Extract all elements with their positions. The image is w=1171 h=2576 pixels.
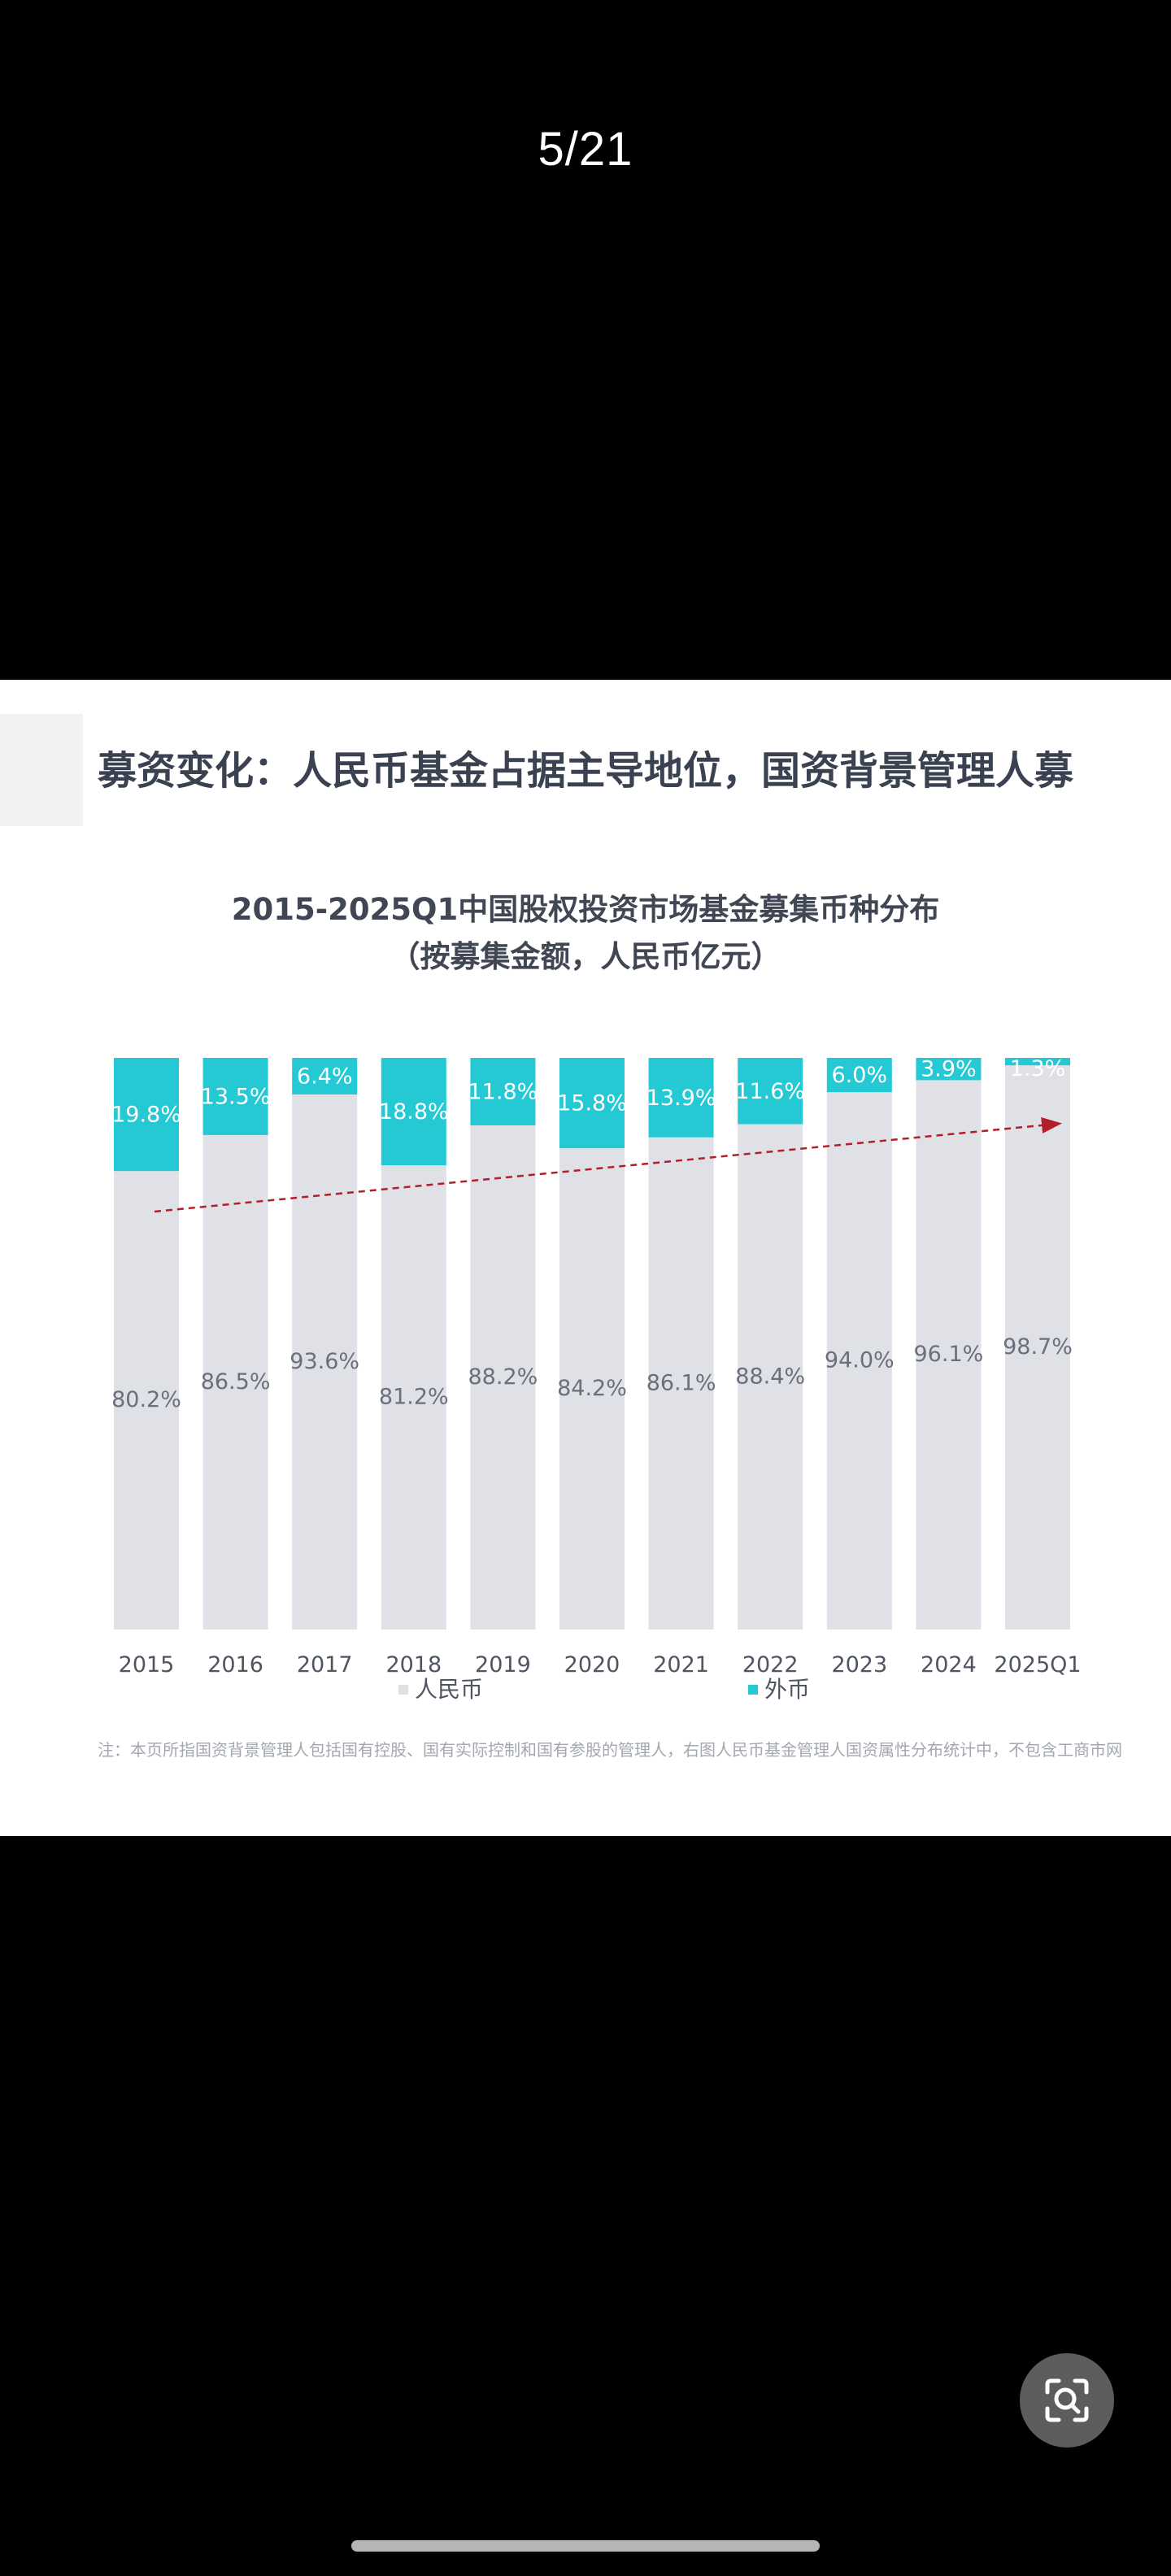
bar-rmb-2021	[648, 1137, 714, 1630]
legend-foreign-swatch	[748, 1685, 758, 1695]
bar-rmb-2016	[202, 1134, 268, 1630]
bar-rmb-2023	[826, 1092, 892, 1630]
x-tick-2024: 2024	[921, 1652, 977, 1677]
legend-foreign-label: 外币	[764, 1676, 810, 1703]
label-rmb-2023: 94.0%	[825, 1348, 895, 1373]
bar-rmb-2022	[738, 1124, 803, 1630]
label-rmb-2017: 93.6%	[289, 1349, 359, 1374]
x-tick-2025Q1: 2025Q1	[994, 1652, 1081, 1677]
bar-rmb-2018	[381, 1165, 446, 1630]
label-rmb-2016: 86.5%	[201, 1369, 271, 1395]
x-tick-2020: 2020	[564, 1652, 620, 1677]
footnote: 注：本页所指国资背景管理人包括国有控股、国有实际控制和国有参股的管理人，右图人民…	[98, 1740, 1122, 1760]
label-foreign-2018: 18.8%	[379, 1099, 449, 1125]
image-search-button[interactable]	[1020, 2353, 1114, 2448]
x-tick-2021: 2021	[653, 1652, 709, 1677]
label-rmb-2019: 88.2%	[468, 1364, 538, 1390]
bar-foreign-2020	[559, 1058, 625, 1149]
label-rmb-2022: 88.4%	[735, 1364, 805, 1389]
image-search-icon	[1045, 2378, 1089, 2422]
bar-foreign-2017	[292, 1058, 358, 1094]
bar-foreign-2024	[916, 1058, 982, 1081]
x-tick-2022: 2022	[742, 1652, 799, 1677]
legend-rmb-label: 人民币	[415, 1676, 483, 1703]
label-foreign-2016: 13.5%	[201, 1084, 271, 1109]
label-foreign-2022: 11.6%	[735, 1079, 805, 1104]
bar-foreign-2016	[202, 1058, 268, 1135]
label-foreign-2024: 3.9%	[921, 1057, 977, 1082]
bar-rmb-2019	[470, 1125, 536, 1630]
label-foreign-2021: 13.9%	[646, 1086, 716, 1111]
bar-foreign-2023	[826, 1058, 892, 1093]
slide-heading: 募资变化：人民币基金占据主导地位，国资背景管理人募	[98, 748, 1074, 794]
trend-arrow	[154, 1116, 1062, 1213]
label-foreign-2023: 6.0%	[831, 1063, 887, 1088]
label-foreign-2015: 19.8%	[111, 1103, 181, 1128]
label-rmb-2020: 84.2%	[557, 1376, 627, 1401]
bar-rmb-2017	[292, 1094, 358, 1630]
bar-rmb-2015	[114, 1171, 179, 1630]
bar-rmb-2024	[916, 1080, 982, 1630]
chart-title: 2015-2025Q1中国股权投资市场基金募集币种分布	[231, 892, 940, 927]
label-foreign-2025Q1: 1.3%	[1010, 1056, 1066, 1081]
legend-rmb-swatch	[398, 1685, 408, 1695]
x-tick-2017: 2017	[297, 1652, 353, 1677]
slide-image: 募资变化：人民币基金占据主导地位，国资背景管理人募 2015-2025Q1中国股…	[0, 680, 1171, 1836]
stacked-bar-chart: 80.2% 19.8% 2015 86.5% 13.5% 2016 93.6% 6.4% 201…	[111, 1056, 1081, 1703]
label-foreign-2017: 6.4%	[297, 1064, 353, 1089]
bar-foreign-2022	[738, 1058, 803, 1125]
bar-rmb-2025Q1	[1005, 1065, 1070, 1630]
page-counter: 5/21	[538, 123, 633, 176]
x-tick-2019: 2019	[475, 1652, 531, 1677]
bar-foreign-2025Q1	[1005, 1058, 1070, 1066]
home-indicator[interactable]	[351, 2540, 820, 2552]
label-foreign-2019: 11.8%	[468, 1079, 538, 1104]
bar-foreign-2018	[381, 1058, 446, 1166]
bar-foreign-2021	[648, 1058, 714, 1138]
label-rmb-2024: 96.1%	[914, 1342, 984, 1367]
x-tick-2023: 2023	[831, 1652, 887, 1677]
x-tick-2018: 2018	[385, 1652, 442, 1677]
x-tick-2016: 2016	[207, 1652, 263, 1677]
slide-section-tab	[0, 714, 83, 826]
x-tick-2015: 2015	[119, 1652, 175, 1677]
label-rmb-2018: 81.2%	[379, 1385, 449, 1410]
label-rmb-2025Q1: 98.7%	[1003, 1334, 1073, 1360]
bar-rmb-2020	[559, 1148, 625, 1630]
bar-foreign-2019	[470, 1058, 536, 1125]
label-rmb-2015: 80.2%	[111, 1387, 181, 1412]
chart-subtitle: （按募集金额，人民币亿元）	[390, 939, 781, 974]
label-rmb-2021: 86.1%	[646, 1370, 716, 1395]
label-foreign-2020: 15.8%	[557, 1091, 627, 1116]
bar-foreign-2015	[114, 1058, 179, 1172]
